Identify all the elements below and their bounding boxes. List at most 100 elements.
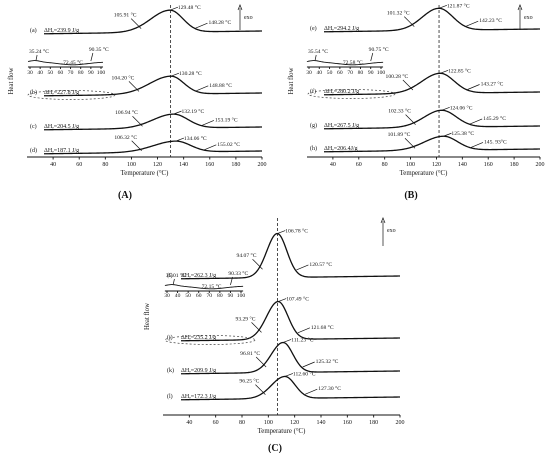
curve-label: (b) xyxy=(30,89,37,96)
x-tick-label: 80 xyxy=(382,162,388,168)
inset-tick-label: 50 xyxy=(47,70,53,76)
onset-arrow xyxy=(252,258,263,270)
x-tick-label: 120 xyxy=(432,162,441,168)
x-axis-title: Temperature (°C) xyxy=(258,428,306,435)
y-axis-title: Heat flow xyxy=(288,67,295,94)
curve-label: (h) xyxy=(310,145,317,152)
peak-temp-label: 106.78 °C xyxy=(285,228,308,235)
peak-arrow xyxy=(282,339,292,343)
onset-arrow xyxy=(255,384,266,395)
inset-tick-label: 80 xyxy=(78,70,84,76)
exo-label: exo xyxy=(524,15,533,21)
curve-label: (c) xyxy=(30,123,37,130)
dsc-curve xyxy=(323,72,541,96)
inset-peak-label: 72.15 °C xyxy=(202,283,222,290)
enthalpy-label: ΔHₑ=280.2 J/g xyxy=(324,89,359,95)
x-tick-label: 180 xyxy=(369,420,378,426)
x-tick-label: 180 xyxy=(231,162,240,168)
x-tick-label: 60 xyxy=(76,162,82,168)
x-tick-label: 200 xyxy=(536,162,545,168)
curve-label: (j) xyxy=(167,334,173,341)
enthalpy-label: ΔHₑ=206.4J/g xyxy=(324,146,358,152)
inset-onset-label: 35.24 °C xyxy=(29,48,49,55)
inset-end-arrow xyxy=(370,52,374,62)
x-tick-label: 100 xyxy=(264,420,273,426)
onset-temp-label: 106.32 °C xyxy=(114,134,137,141)
endset-arrow xyxy=(470,142,484,148)
panel-label: (A) xyxy=(118,190,132,201)
endset-temp-label: 155.02 °C xyxy=(217,141,240,148)
peak-temp-label: 132.19 °C xyxy=(181,108,204,115)
inset-tick-label: 60 xyxy=(337,70,343,76)
x-tick-label: 200 xyxy=(258,162,267,168)
peak-arrow xyxy=(277,230,286,234)
x-axis-title: Temperature (°C) xyxy=(121,170,169,177)
inset-end-arrow xyxy=(90,52,94,62)
enthalpy-label: ΔHₑ=204.5 J/g xyxy=(44,124,79,130)
x-tick-label: 140 xyxy=(317,420,326,426)
dsc-curve xyxy=(43,113,263,131)
peak-arrow xyxy=(440,69,449,74)
x-tick-label: 100 xyxy=(127,162,136,168)
inset-tick-label: 70 xyxy=(68,70,74,76)
dsc-curve xyxy=(323,7,541,33)
inset-tick-label: 90 xyxy=(228,293,234,299)
x-tick-label: 120 xyxy=(290,420,299,426)
inset-tick-label: 70 xyxy=(206,293,212,299)
x-tick-label: 140 xyxy=(458,162,467,168)
dsc-curve xyxy=(43,9,263,35)
endset-arrow xyxy=(201,120,215,126)
dsc-curve xyxy=(180,341,401,375)
onset-temp-label: 100.28 °C xyxy=(386,73,409,80)
inset-tick-label: 70 xyxy=(347,70,353,76)
inset-onset-arrow xyxy=(35,54,38,61)
peak-temp-label: 111.23 °C xyxy=(291,336,314,343)
curve-label: (a) xyxy=(30,27,37,34)
panel-0: 40 60 80 100 120 140 160 180 200 Temperature (°C)… xyxy=(8,4,267,201)
onset-temp-label: 93.29 °C xyxy=(236,315,256,322)
inset-tick-label: 100 xyxy=(97,70,106,76)
zoom-ellipse xyxy=(164,335,256,345)
dsc-curve xyxy=(323,135,541,153)
peak-arrow xyxy=(443,132,452,137)
x-axis-title: Temperature (°C) xyxy=(400,170,448,177)
inset-tick-label: 30 xyxy=(306,70,312,76)
x-tick-label: 120 xyxy=(153,162,162,168)
curve-label: (d) xyxy=(30,147,37,154)
inset-tick-label: 50 xyxy=(185,293,191,299)
endset-arrow xyxy=(297,327,311,334)
peak-temp-label: 124.06 °C xyxy=(450,104,473,111)
inset-curve xyxy=(27,60,104,66)
panel-label: (C) xyxy=(268,443,282,453)
endset-temp-label: 143.27 °C xyxy=(481,81,504,88)
onset-temp-label: 105.91 °C xyxy=(114,12,137,19)
x-tick-label: 160 xyxy=(484,162,493,168)
x-tick-label: 40 xyxy=(330,162,336,168)
x-tick-label: 40 xyxy=(50,162,56,168)
inset-end-label: 90.35 °C xyxy=(89,46,109,53)
inset-tick-label: 100 xyxy=(237,293,246,299)
inset-tick-label: 90 xyxy=(88,70,94,76)
inset-tick-label: 50 xyxy=(327,70,333,76)
inset-peak-label: 72.58 °C xyxy=(343,59,363,66)
x-tick-label: 80 xyxy=(239,420,245,426)
dsc-curve xyxy=(180,375,401,401)
peak-arrow xyxy=(173,110,182,115)
inset-tick-label: 60 xyxy=(196,293,202,299)
endset-arrow xyxy=(296,264,309,271)
inset-tick-label: 100 xyxy=(377,70,386,76)
inset-tick-label: 60 xyxy=(58,70,64,76)
peak-temp-label: 129.48 °C xyxy=(178,4,201,11)
onset-temp-label: 102.33 °C xyxy=(388,108,411,115)
endset-arrow xyxy=(466,20,479,27)
zoom-ellipse xyxy=(307,89,396,99)
inset-onset-arrow xyxy=(314,54,317,61)
panel-2: 40 60 80 100 120 140 160 180 200 Temperature (°C)… xyxy=(144,217,405,453)
peak-arrow xyxy=(170,72,180,77)
endset-temp-label: 148.28 °C xyxy=(208,19,231,26)
x-tick-label: 160 xyxy=(205,162,214,168)
exo-arrow-head xyxy=(237,4,243,11)
inset-end-label: 90.75 °C xyxy=(369,46,389,53)
inset-onset-arrow xyxy=(173,278,175,285)
dsc-curve xyxy=(180,232,401,280)
